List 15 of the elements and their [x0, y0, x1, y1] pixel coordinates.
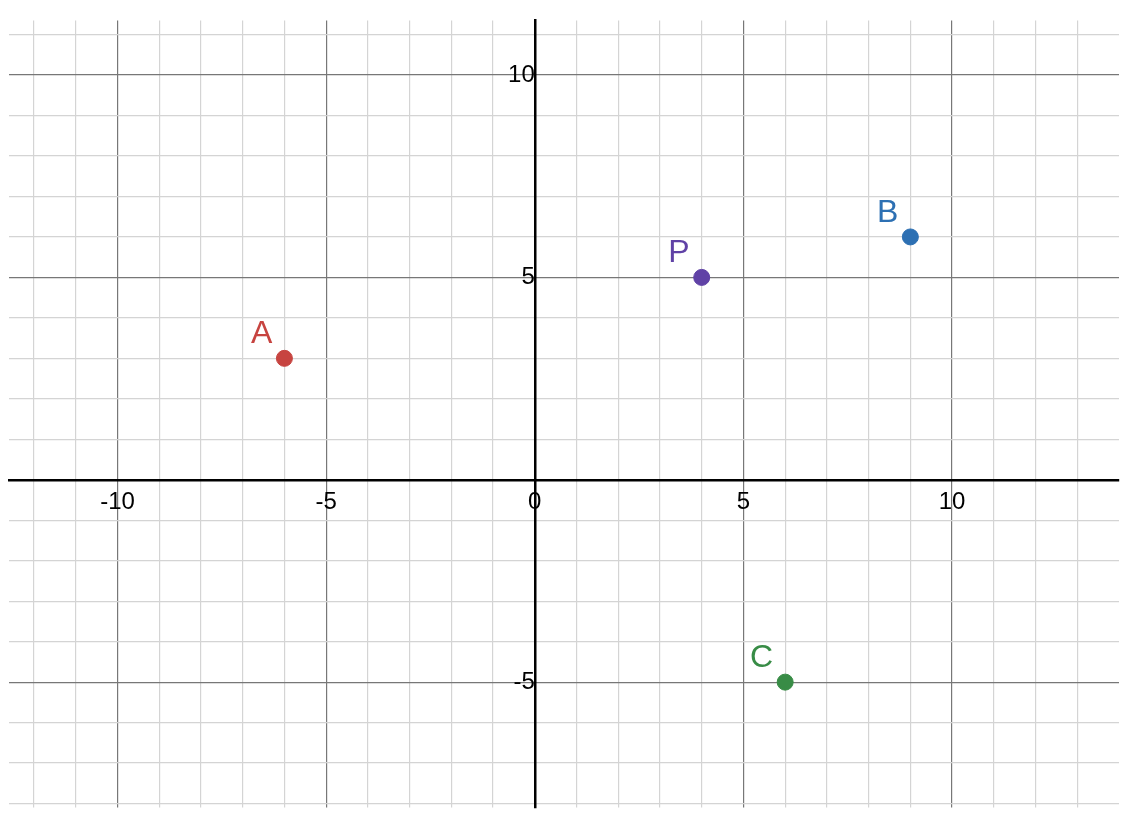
x-tick-label: -10: [100, 486, 135, 514]
point: [776, 673, 794, 691]
point: [693, 268, 711, 286]
x-tick-label: -5: [315, 486, 337, 514]
y-tick-label: 10: [508, 59, 535, 87]
point: [275, 349, 293, 367]
y-tick-label: -5: [513, 666, 535, 694]
x-tick-label: 10: [938, 486, 966, 514]
series-label: A: [251, 314, 274, 351]
series-label: B: [877, 192, 899, 229]
x-tick-label: 5: [736, 486, 751, 514]
series-label: C: [750, 637, 774, 674]
y-tick-label: 5: [521, 262, 535, 290]
point: [901, 228, 919, 246]
series-label: P: [668, 233, 690, 270]
